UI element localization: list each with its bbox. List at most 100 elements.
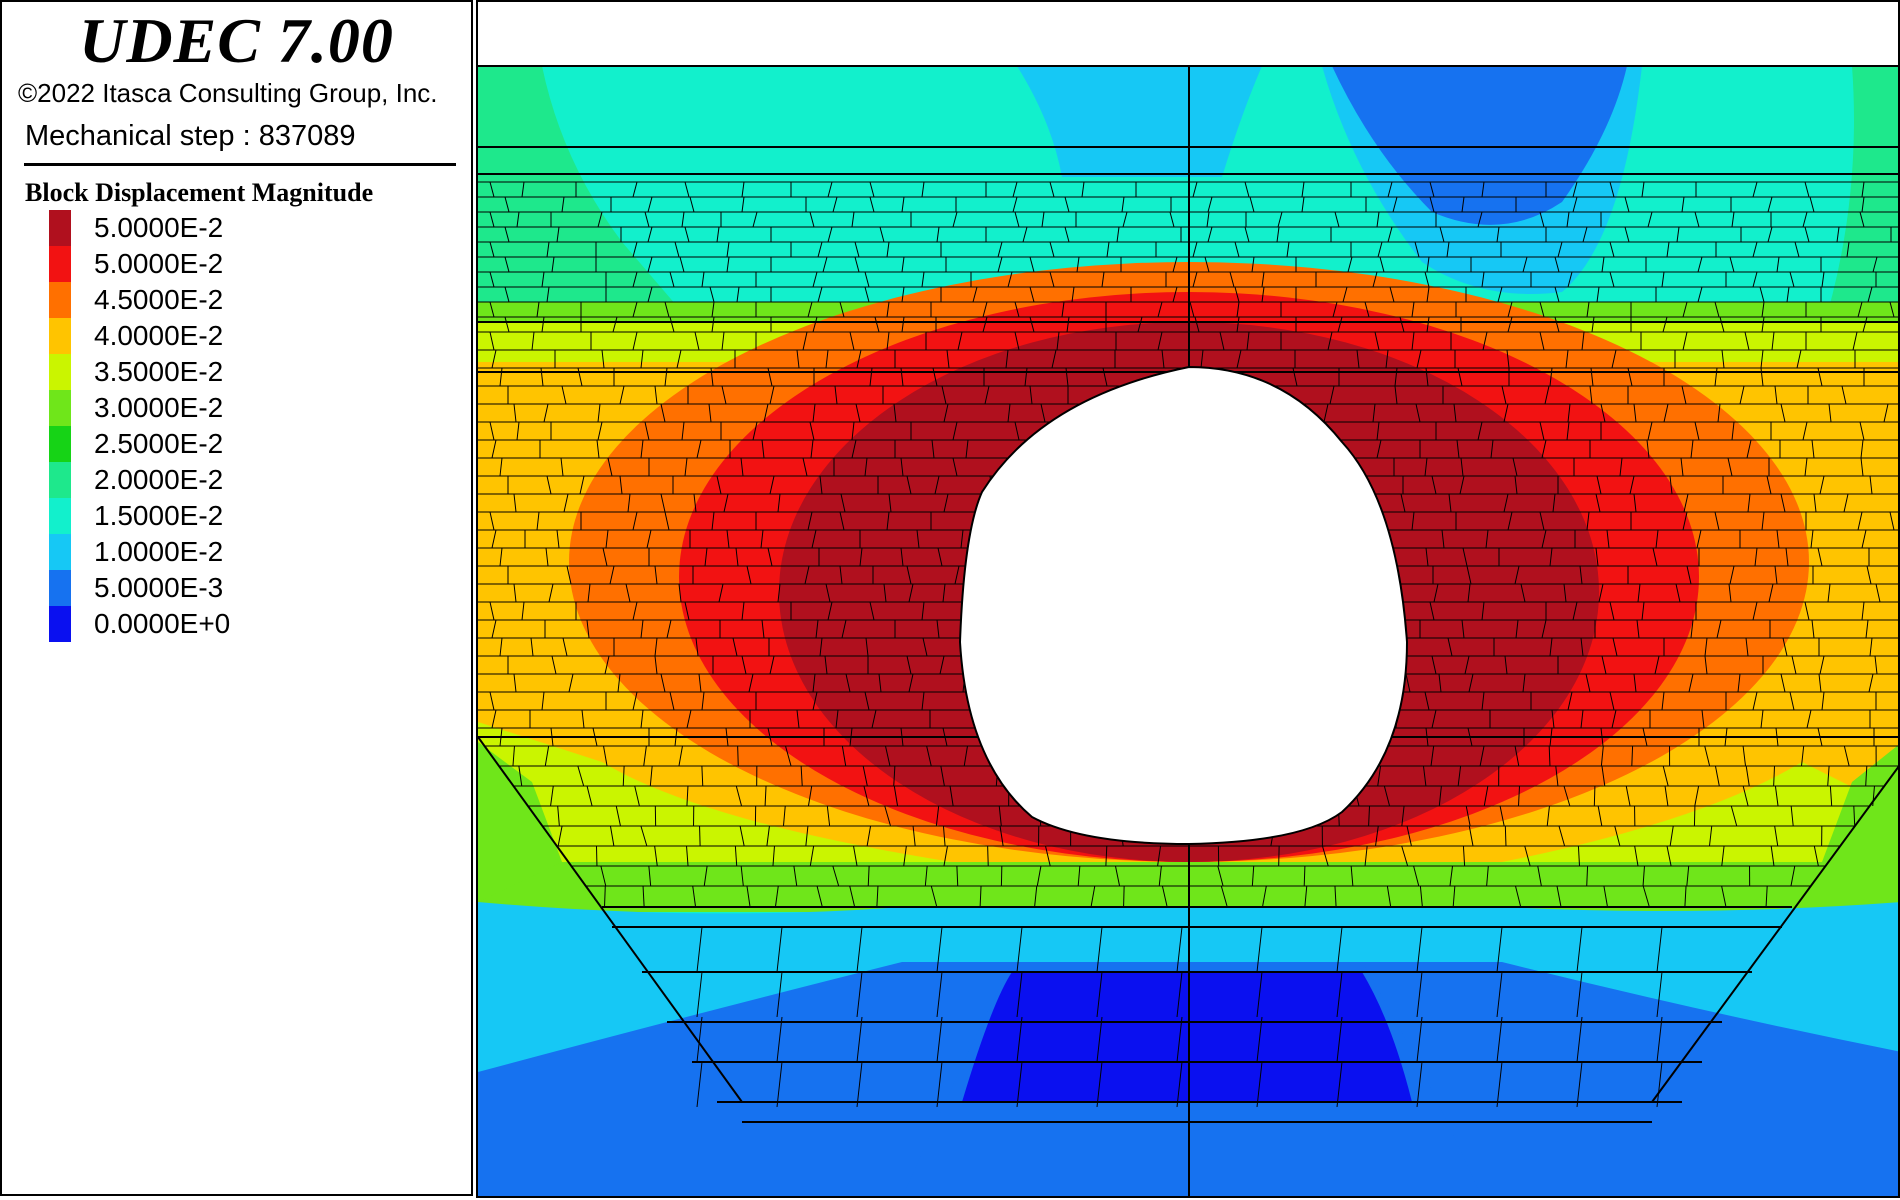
joint-line [566,565,572,585]
joint-line [1810,529,1814,549]
joint-line [941,385,947,405]
joint-line [1828,403,1832,423]
joint-line [1759,286,1765,303]
joint-line [1662,765,1669,787]
joint-line [809,211,815,228]
joint-line [1251,256,1255,273]
joint-line [1581,331,1585,351]
joint-line [1742,745,1747,767]
joint-line [681,421,685,441]
joint-line [1457,367,1463,387]
joint-line [1682,511,1688,531]
joint-line [1612,637,1618,657]
joint-line [1256,1016,1263,1063]
joint-line [1234,241,1240,258]
joint-line [1580,637,1584,657]
joint-line [530,637,534,657]
joint-line [640,349,644,369]
joint-line [1321,845,1329,867]
joint-line [1585,673,1591,693]
joint-line [1744,331,1750,351]
joint-line [1200,349,1204,369]
joint-line [647,256,653,273]
legend-swatch [49,534,71,570]
joint-line [1790,865,1796,887]
boundary-line [478,736,743,1103]
joint-line [1600,403,1606,423]
joint-line [998,805,1002,827]
joint-line [949,785,954,807]
joint-line [703,865,708,887]
joint-line [1601,655,1607,675]
joint-line [741,181,745,198]
joint-line [1425,367,1429,387]
joint-line [1580,709,1584,729]
joint-line [1874,655,1878,675]
joint-line [1332,301,1338,318]
joint-line [851,211,855,228]
joint-line [984,385,990,405]
joint-line [1452,885,1456,907]
joint-line [513,673,517,693]
joint-line [654,655,658,675]
joint-line [921,271,925,288]
joint-line [819,637,823,657]
joint-line [1686,565,1692,585]
joint-line [937,547,943,567]
joint-line [1721,845,1725,867]
joint-line [1868,673,1874,693]
joint-line [997,256,1003,273]
joint-line [1556,885,1562,907]
joint-line [491,709,497,729]
joint-line [1681,385,1687,405]
joint-line [761,619,765,639]
joint-line [1496,926,1503,973]
joint-line [1714,765,1720,787]
joint-line [1376,439,1382,459]
joint-line [557,805,560,827]
joint-line [1481,691,1485,711]
joint-line [876,885,879,907]
joint-line [954,565,960,585]
joint-line [1077,865,1081,887]
joint-line [1666,845,1672,867]
joint-line [752,211,758,228]
displacement-contour-plot[interactable] [478,2,1898,1196]
joint-line [561,196,565,213]
joint-line [1802,211,1808,228]
joint-line [1490,439,1494,459]
joint-line [1304,885,1308,907]
joint-line [1161,885,1168,907]
joint-line [886,241,890,258]
legend-label: 4.5000E-2 [94,284,224,315]
joint-line [906,475,912,495]
joint-line [1189,301,1195,318]
joint-line [551,256,555,273]
joint-line [1549,637,1553,657]
contour-band [478,742,562,902]
joint-line [1034,885,1038,907]
joint-line [1256,971,1263,1018]
joint-line [822,256,828,273]
joint-line [1539,331,1545,351]
joint-line [736,286,740,303]
joint-line [491,529,497,549]
step-value: 837089 [258,120,356,152]
joint-line [760,529,764,549]
joint-line [701,765,704,787]
joint-line [1566,421,1570,441]
joint-line [1680,457,1684,477]
joint-line [711,511,715,531]
joint-line [1681,196,1685,213]
joint-line [939,655,945,675]
joint-line [1515,619,1519,639]
joint-line [1336,971,1343,1018]
joint-line [1558,825,1566,847]
joint-line [619,385,625,405]
joint-line [809,421,815,441]
plot-viewport[interactable] [476,0,1900,1198]
joint-line [556,529,560,549]
joint-line [1633,673,1637,693]
joint-line [1683,493,1689,513]
joint-line [1688,673,1694,693]
